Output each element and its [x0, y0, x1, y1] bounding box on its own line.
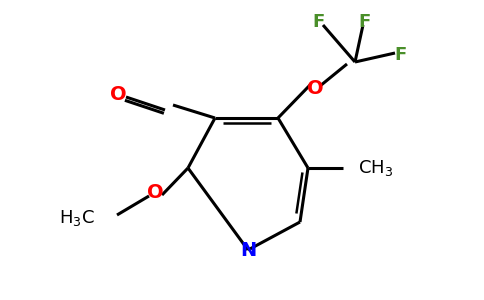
- Text: O: O: [147, 182, 163, 202]
- Text: F: F: [359, 13, 371, 31]
- Text: CH$_3$: CH$_3$: [358, 158, 393, 178]
- Text: O: O: [307, 79, 323, 98]
- Text: O: O: [110, 85, 126, 104]
- Text: N: N: [240, 241, 256, 260]
- Text: H$_3$C: H$_3$C: [59, 208, 95, 228]
- Text: F: F: [312, 13, 324, 31]
- Text: F: F: [394, 46, 406, 64]
